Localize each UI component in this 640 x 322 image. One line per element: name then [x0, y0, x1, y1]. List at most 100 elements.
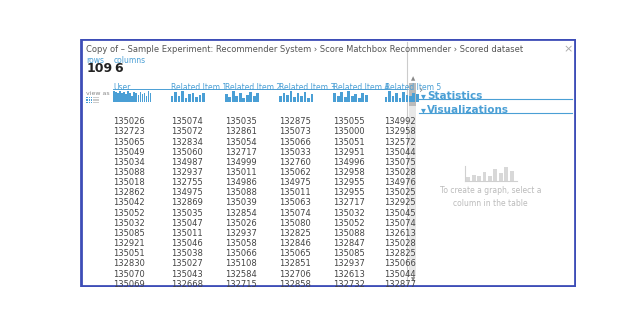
Bar	[178, 96, 180, 102]
Bar	[225, 94, 228, 102]
Text: 135044: 135044	[385, 148, 416, 157]
Text: 132825: 132825	[385, 249, 417, 258]
Bar	[141, 94, 143, 102]
Bar	[232, 91, 235, 102]
Bar	[86, 97, 88, 98]
Text: 135018: 135018	[113, 178, 145, 187]
Text: 132613: 132613	[333, 270, 365, 279]
Bar	[310, 94, 313, 102]
Text: 135088: 135088	[225, 188, 257, 197]
Text: 135088: 135088	[333, 229, 365, 238]
Text: Copy of – Sample Experiment: Recommender System › Score Matchbox Recommender › S: Copy of – Sample Experiment: Recommender…	[86, 45, 524, 54]
Text: ▾: ▾	[421, 91, 426, 101]
Text: 135063: 135063	[279, 198, 311, 207]
Bar	[124, 92, 125, 102]
Text: 135051: 135051	[333, 137, 365, 147]
Text: To create a graph, select a
column in the table: To create a graph, select a column in th…	[440, 186, 541, 208]
Text: 135065: 135065	[113, 137, 145, 147]
Bar	[171, 96, 173, 102]
Bar	[86, 99, 88, 100]
Text: 134975: 134975	[279, 178, 311, 187]
Bar	[174, 92, 177, 102]
Text: 134975: 134975	[171, 188, 202, 197]
Bar	[286, 95, 289, 102]
Text: 132613: 132613	[385, 229, 417, 238]
Text: 132732: 132732	[333, 280, 365, 289]
Text: 135051: 135051	[113, 249, 145, 258]
Bar	[243, 98, 245, 102]
Text: 135054: 135054	[225, 137, 257, 147]
Text: 135038: 135038	[171, 249, 202, 258]
Bar	[493, 169, 497, 181]
Bar	[358, 98, 360, 102]
Bar	[188, 94, 191, 102]
Bar	[148, 91, 149, 102]
Text: 132877: 132877	[385, 280, 417, 289]
Bar	[406, 95, 408, 102]
Text: 132955: 132955	[333, 178, 365, 187]
Text: 132958: 132958	[385, 127, 417, 136]
Text: 135011: 135011	[171, 229, 202, 238]
Text: User: User	[113, 82, 131, 91]
Bar	[385, 97, 387, 102]
Text: 135049: 135049	[113, 148, 145, 157]
Bar	[250, 92, 252, 102]
Text: 135026: 135026	[225, 219, 257, 228]
Bar	[120, 91, 121, 102]
Text: 132937: 132937	[333, 260, 365, 269]
Text: ›: ›	[419, 85, 424, 95]
Bar	[138, 95, 140, 102]
Bar	[91, 97, 92, 98]
Bar	[477, 176, 481, 181]
Text: 132955: 132955	[333, 188, 365, 197]
Text: ▾: ▾	[421, 105, 426, 115]
Bar	[140, 92, 141, 102]
Bar	[91, 100, 92, 101]
Text: 132717: 132717	[333, 198, 365, 207]
Text: 132723: 132723	[113, 127, 145, 136]
Bar	[150, 93, 151, 102]
Bar	[409, 96, 412, 102]
Bar	[337, 96, 340, 102]
Text: ×: ×	[564, 45, 573, 55]
Bar	[129, 92, 131, 102]
Text: 135042: 135042	[113, 198, 145, 207]
Bar	[300, 96, 303, 102]
Text: 132717: 132717	[225, 148, 257, 157]
Text: 132861: 132861	[225, 127, 257, 136]
Bar	[127, 91, 129, 102]
Bar	[88, 99, 90, 100]
Text: 135046: 135046	[171, 239, 202, 248]
Text: 135039: 135039	[225, 198, 257, 207]
Bar	[184, 98, 188, 102]
Bar	[145, 96, 147, 102]
Bar	[410, 83, 417, 106]
Bar	[365, 95, 367, 102]
Text: 135072: 135072	[171, 127, 202, 136]
Bar	[467, 177, 470, 181]
Bar	[412, 92, 415, 102]
Text: 135045: 135045	[385, 209, 416, 218]
Bar	[88, 102, 90, 103]
Bar	[131, 96, 133, 102]
Bar	[410, 83, 417, 276]
Bar	[362, 92, 364, 102]
Bar	[293, 97, 296, 102]
Text: ▼: ▼	[411, 277, 415, 282]
Bar	[344, 97, 347, 102]
Bar	[504, 167, 508, 181]
Text: 135060: 135060	[171, 148, 202, 157]
Text: 135073: 135073	[279, 127, 311, 136]
Bar	[296, 93, 300, 102]
Text: 132584: 132584	[225, 270, 257, 279]
Text: 135033: 135033	[279, 148, 311, 157]
Text: 132862: 132862	[113, 188, 145, 197]
Bar	[88, 97, 90, 98]
Text: 109: 109	[86, 62, 113, 75]
Text: 135085: 135085	[333, 249, 365, 258]
Bar	[355, 94, 357, 102]
Text: 132760: 132760	[279, 158, 311, 167]
Bar	[399, 98, 401, 102]
Text: 135058: 135058	[225, 239, 257, 248]
Text: 135000: 135000	[333, 127, 365, 136]
